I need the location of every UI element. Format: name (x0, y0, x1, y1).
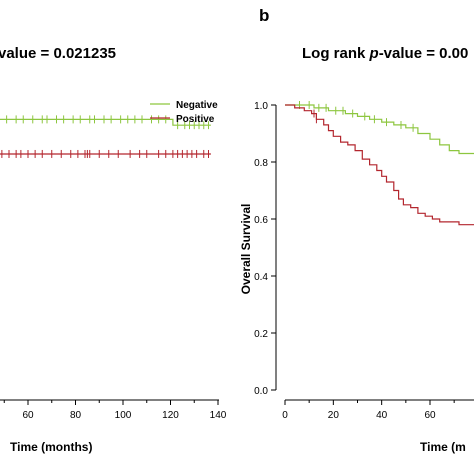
left-x-tick-label: 60 (22, 410, 34, 421)
right-x-tick-label: 20 (328, 410, 340, 421)
right-x-axis-label: Time (m (420, 440, 466, 454)
legend-label-positive: Positive (176, 114, 215, 125)
right-chart-title-p: p (369, 45, 379, 62)
left-x-axis-label: Time (months) (10, 440, 92, 454)
left-x-tick-label: 140 (210, 410, 227, 421)
left-x-tick-label: 120 (162, 410, 179, 421)
right-y-tick-label: 0.4 (254, 272, 268, 283)
right-series-line-positive (285, 104, 474, 226)
right-y-axis-label: Overall Survival (239, 204, 253, 295)
right-y-tick-label: 0.0 (254, 386, 268, 397)
right-x-tick-label: 0 (282, 410, 288, 421)
left-x-tick-label: 100 (115, 410, 132, 421)
left-chart-title: value = 0.021235 (0, 45, 116, 62)
right-chart-title: Log rank p-value = 0.00 (302, 45, 468, 62)
left-series-line-positive (0, 153, 211, 155)
left-chart-axes: 60 80 100 120 140 (0, 399, 227, 421)
left-chart-legend: Negative Positive (150, 100, 218, 125)
right-y-tick-label: 0.8 (254, 158, 268, 169)
right-chart-axes: 0.0 0.2 0.4 0.6 0.8 1.0 0 20 40 60 (254, 101, 474, 421)
left-chart-series (0, 115, 211, 158)
left-series-line-negative (0, 118, 211, 126)
right-series-line-negative (285, 104, 474, 155)
right-y-tick-label: 1.0 (254, 101, 268, 112)
panel-b-label: b (259, 6, 269, 25)
left-x-tick-label: 80 (70, 410, 82, 421)
right-x-tick-label: 60 (424, 410, 436, 421)
right-chart-series (285, 101, 474, 226)
right-y-tick-label: 0.2 (254, 329, 268, 340)
right-y-tick-label: 0.6 (254, 215, 268, 226)
right-x-tick-label: 40 (376, 410, 388, 421)
legend-label-negative: Negative (176, 100, 218, 111)
